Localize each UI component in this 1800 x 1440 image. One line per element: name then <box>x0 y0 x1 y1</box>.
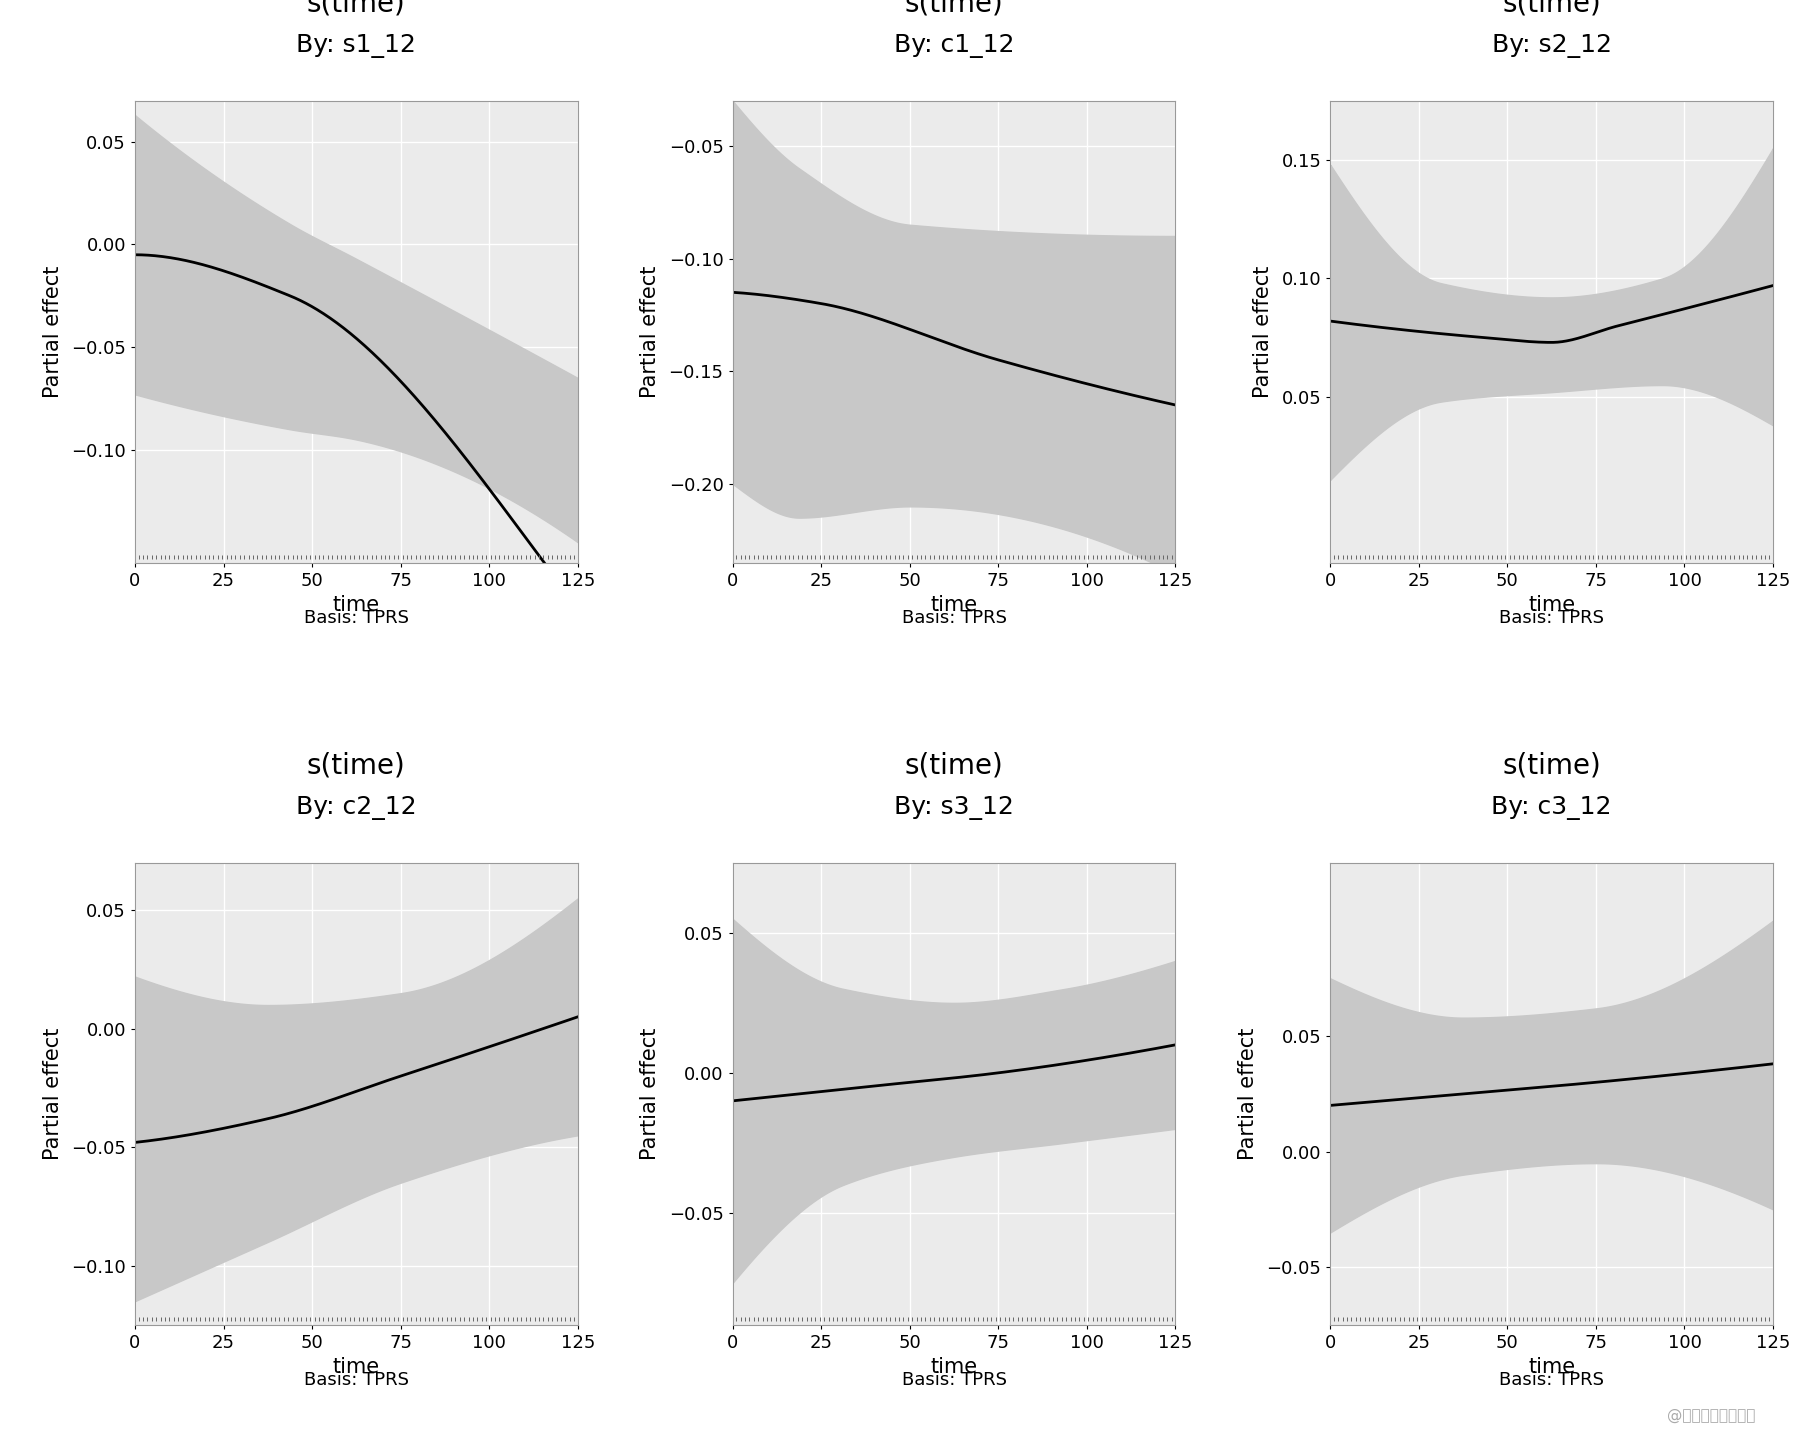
Text: Basis: TPRS: Basis: TPRS <box>1499 1371 1604 1388</box>
X-axis label: time: time <box>333 1358 380 1378</box>
Y-axis label: Partial effect: Partial effect <box>641 265 661 397</box>
X-axis label: time: time <box>1528 1358 1575 1378</box>
Text: s(time): s(time) <box>1503 0 1600 17</box>
Text: s(time): s(time) <box>308 0 405 17</box>
Text: Basis: TPRS: Basis: TPRS <box>902 609 1006 626</box>
Text: By: s1_12: By: s1_12 <box>297 33 416 58</box>
Y-axis label: Partial effect: Partial effect <box>43 1028 63 1161</box>
Text: By: c2_12: By: c2_12 <box>295 796 416 819</box>
X-axis label: time: time <box>931 595 977 615</box>
X-axis label: time: time <box>333 595 380 615</box>
Text: By: s2_12: By: s2_12 <box>1492 33 1611 58</box>
Text: Basis: TPRS: Basis: TPRS <box>902 1371 1006 1388</box>
Text: By: c1_12: By: c1_12 <box>895 33 1013 58</box>
Text: By: c3_12: By: c3_12 <box>1492 796 1611 819</box>
Text: Basis: TPRS: Basis: TPRS <box>304 1371 409 1388</box>
Y-axis label: Partial effect: Partial effect <box>1253 265 1273 397</box>
Text: By: s3_12: By: s3_12 <box>895 796 1013 819</box>
Y-axis label: Partial effect: Partial effect <box>43 265 63 397</box>
X-axis label: time: time <box>931 1358 977 1378</box>
Text: s(time): s(time) <box>905 752 1003 779</box>
X-axis label: time: time <box>1528 595 1575 615</box>
Y-axis label: Partial effect: Partial effect <box>641 1028 661 1161</box>
Text: @稀土掘金技术社区: @稀土掘金技术社区 <box>1667 1408 1755 1423</box>
Text: s(time): s(time) <box>1503 752 1600 779</box>
Text: Basis: TPRS: Basis: TPRS <box>304 609 409 626</box>
Y-axis label: Partial effect: Partial effect <box>1238 1028 1258 1161</box>
Text: s(time): s(time) <box>905 0 1003 17</box>
Text: s(time): s(time) <box>308 752 405 779</box>
Text: Basis: TPRS: Basis: TPRS <box>1499 609 1604 626</box>
